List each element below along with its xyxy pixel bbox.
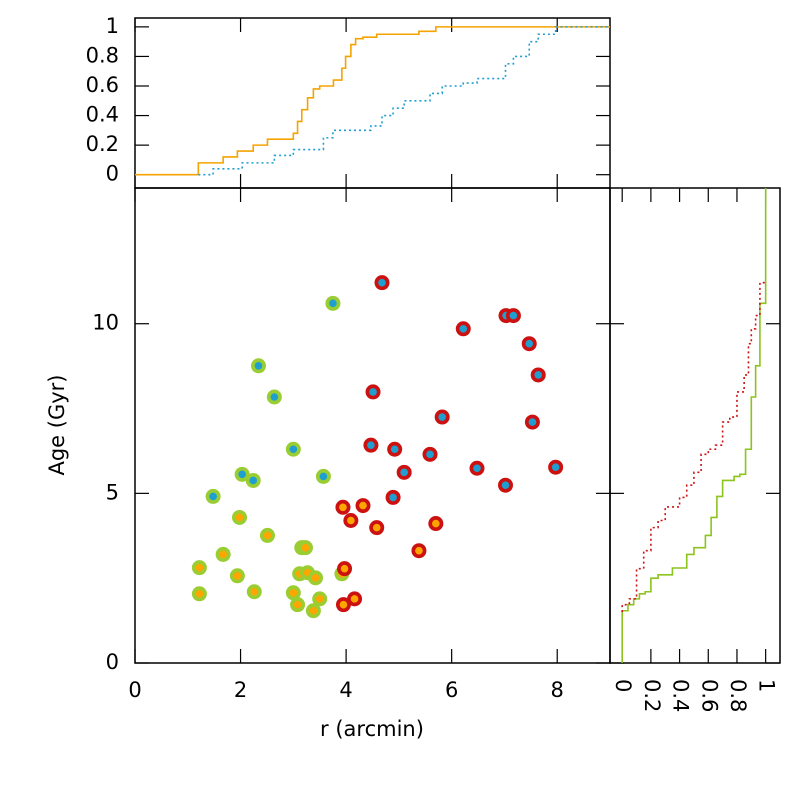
point-core bbox=[501, 481, 510, 490]
cdf-line bbox=[135, 26, 610, 176]
x-tick-label: 8 bbox=[551, 678, 564, 702]
point-core bbox=[209, 492, 217, 501]
point-core bbox=[528, 418, 537, 426]
point-core bbox=[390, 445, 399, 454]
x-tick-label: 0.2 bbox=[640, 679, 664, 712]
y-tick-label: 5 bbox=[106, 480, 119, 504]
point-core bbox=[289, 445, 298, 454]
point-core bbox=[378, 278, 386, 287]
cdf-line bbox=[621, 188, 767, 663]
point-core bbox=[369, 388, 377, 396]
point-core bbox=[195, 589, 204, 598]
y-axis-label: Age (Gyr) bbox=[45, 374, 69, 475]
point-core bbox=[432, 519, 440, 528]
point-core bbox=[551, 463, 560, 472]
point-core bbox=[367, 441, 375, 449]
y-tick-label: 0 bbox=[106, 162, 119, 186]
point-core bbox=[301, 543, 310, 552]
point-core bbox=[289, 588, 298, 597]
point-core bbox=[339, 600, 348, 609]
point-core bbox=[525, 339, 534, 348]
point-core bbox=[534, 371, 543, 379]
x-tick-label: 0.6 bbox=[697, 679, 721, 712]
x-tick-label: 0 bbox=[611, 679, 635, 692]
point-core bbox=[315, 595, 324, 603]
point-core bbox=[509, 311, 518, 320]
point-core bbox=[347, 516, 355, 525]
point-core bbox=[270, 393, 279, 401]
point-core bbox=[350, 595, 359, 603]
point-core bbox=[319, 472, 328, 481]
point-core bbox=[263, 531, 272, 540]
point-core bbox=[415, 546, 423, 555]
y-tick-label: 0 bbox=[106, 650, 119, 674]
point-core bbox=[389, 493, 397, 502]
x-tick-label: 2 bbox=[234, 678, 247, 702]
y-tick-label: 0.6 bbox=[86, 73, 119, 97]
x-tick-label: 0.4 bbox=[669, 679, 693, 712]
y-tick-label: 0.2 bbox=[86, 132, 119, 156]
y-tick-label: 10 bbox=[92, 311, 119, 335]
y-tick-label: 1 bbox=[106, 14, 119, 38]
point-core bbox=[219, 550, 227, 559]
cdf-line bbox=[621, 281, 766, 613]
point-core bbox=[359, 501, 367, 510]
point-core bbox=[329, 299, 337, 308]
x-tick-label: 1 bbox=[755, 679, 779, 692]
point-core bbox=[372, 523, 381, 532]
point-core bbox=[426, 450, 434, 459]
point-core bbox=[473, 464, 481, 473]
y-tick-label: 0.8 bbox=[86, 43, 119, 67]
point-core bbox=[249, 476, 258, 485]
x-axis-label: r (arcmin) bbox=[320, 717, 424, 741]
point-core bbox=[293, 600, 302, 609]
cdf-line bbox=[198, 26, 610, 176]
point-core bbox=[195, 563, 204, 572]
point-core bbox=[250, 587, 259, 596]
y-tick-label: 0.4 bbox=[86, 103, 119, 127]
point-core bbox=[233, 572, 242, 580]
point-core bbox=[254, 361, 263, 370]
point-core bbox=[238, 470, 246, 479]
point-core bbox=[311, 574, 320, 582]
point-core bbox=[339, 503, 347, 512]
x-tick-label: 6 bbox=[445, 678, 458, 702]
point-core bbox=[459, 325, 468, 333]
point-core bbox=[340, 564, 349, 573]
point-core bbox=[400, 468, 408, 477]
x-tick-label: 0 bbox=[128, 678, 141, 702]
x-tick-label: 0.8 bbox=[726, 679, 750, 712]
point-core bbox=[235, 513, 244, 522]
point-core bbox=[309, 606, 318, 615]
x-tick-label: 4 bbox=[339, 678, 352, 702]
plot-frame bbox=[609, 187, 781, 664]
point-core bbox=[438, 413, 446, 421]
